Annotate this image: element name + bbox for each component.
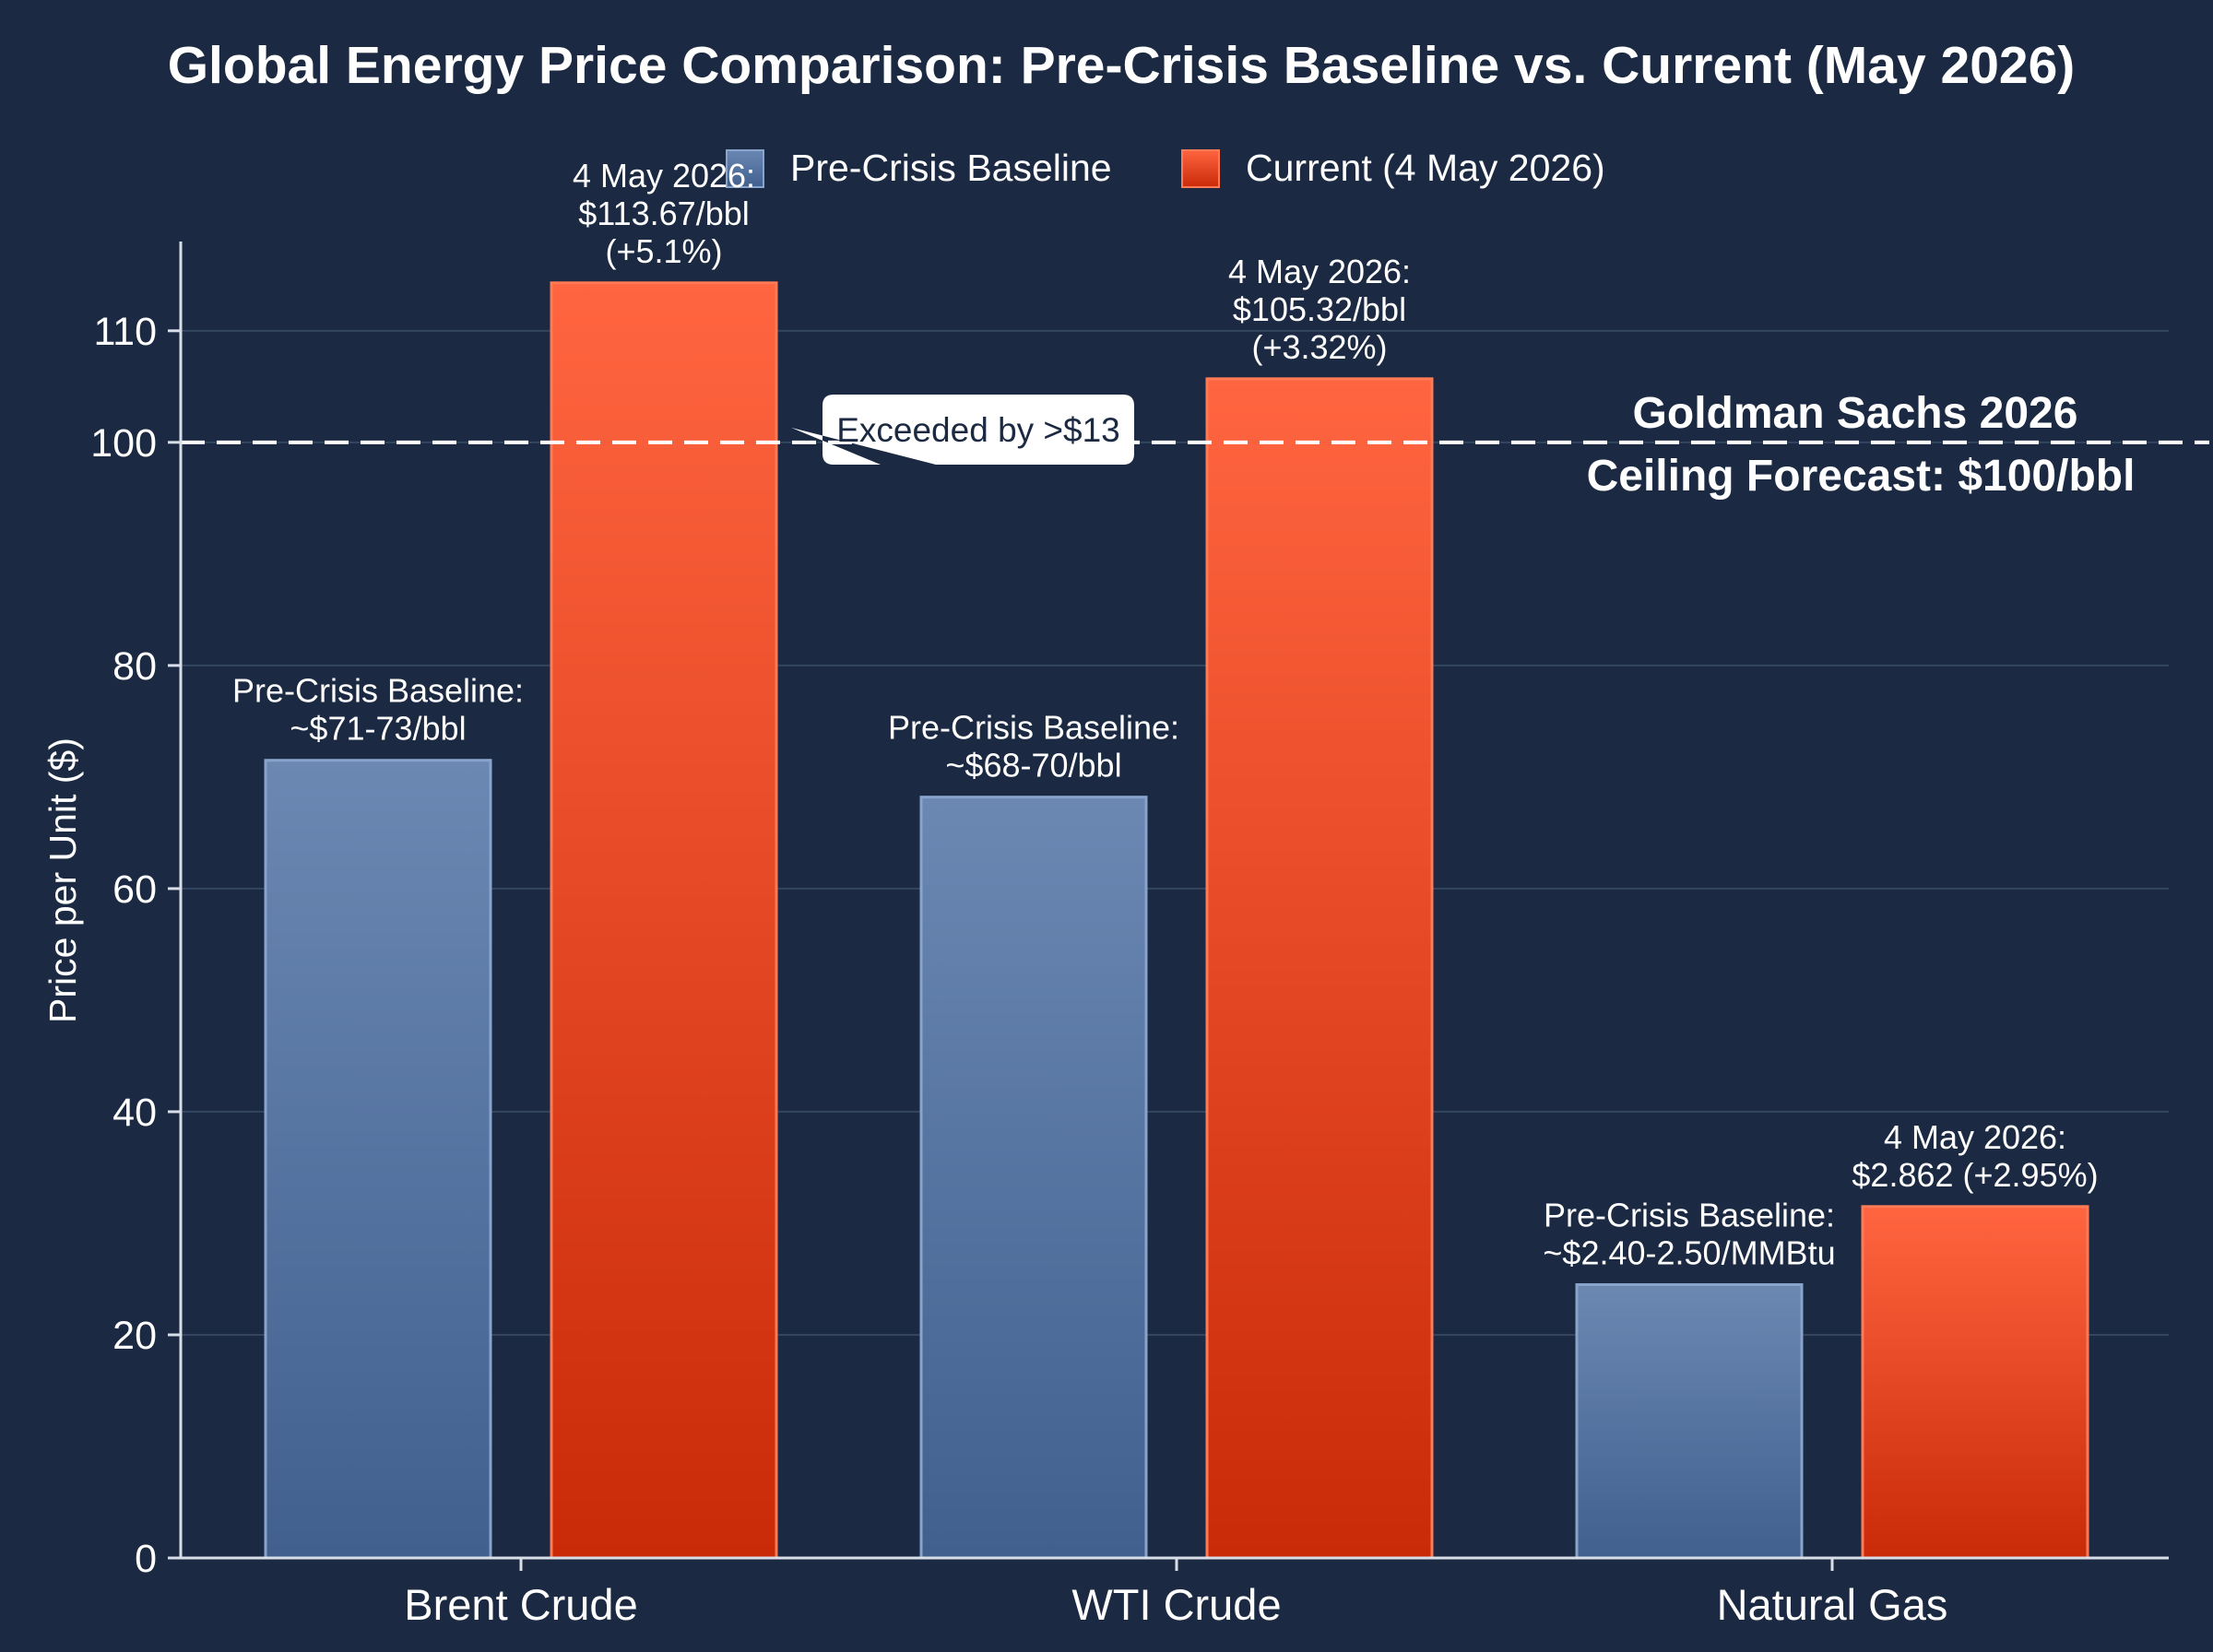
reference-line-label-line1: Goldman Sachs 2026 — [1633, 389, 2078, 438]
data-label-baseline: Pre-Crisis Baseline: ~$71-73/bbl — [232, 672, 524, 748]
bar-current — [550, 281, 778, 1560]
reference-line-group: Goldman Sachs 2026 Ceiling Forecast: $10… — [181, 389, 2209, 501]
bars — [264, 281, 2089, 1560]
bar-current — [1861, 1205, 2089, 1560]
x-tick-label: Natural Gas — [1717, 1580, 1948, 1629]
x-tick-label: Brent Crude — [404, 1580, 637, 1629]
y-tick-label: 0 — [135, 1537, 157, 1581]
bar-baseline — [264, 759, 492, 1560]
bar-current — [1205, 377, 1434, 1560]
data-label-current: 4 May 2026: $105.32/bbl (+3.32%) — [1228, 253, 1411, 366]
y-tick-label: 60 — [112, 867, 157, 912]
data-label-current: 4 May 2026: $2.862 (+2.95%) — [1852, 1118, 2098, 1194]
callout: Exceeded by >$13 — [791, 395, 1134, 465]
y-tick-label: 110 — [93, 310, 157, 354]
data-label-baseline: Pre-Crisis Baseline: ~$68-70/bbl — [888, 709, 1179, 785]
legend-swatch-current — [1181, 149, 1220, 188]
callout-bubble — [791, 395, 1134, 465]
y-tick-label: 40 — [112, 1091, 157, 1135]
bar-baseline — [919, 796, 1148, 1560]
y-tick-label: 20 — [112, 1314, 157, 1358]
legend-label-current: Current (4 May 2026) — [1246, 147, 1605, 189]
data-labels: Pre-Crisis Baseline: ~$71-73/bbl 4 May 202… — [232, 157, 2099, 1272]
chart-title: Global Energy Price Comparison: Pre-Cris… — [168, 36, 2076, 95]
bar-baseline — [1575, 1283, 1804, 1560]
axes: 0 20 40 60 80 100 110 Brent Crude WTI Crude Natur… — [90, 242, 2169, 1629]
y-tick-label: 100 — [90, 421, 157, 466]
legend-swatch-baseline — [726, 149, 764, 188]
data-label-current: 4 May 2026: $113.67/bbl (+5.1%) — [573, 157, 755, 270]
y-tick-label: 80 — [112, 644, 157, 689]
y-axis-label: Price per Unit ($) — [41, 738, 84, 1023]
reference-line-label-line2: Ceiling Forecast: $100/bbl — [1587, 452, 2136, 501]
callout-text: Exceeded by >$13 — [836, 411, 1120, 449]
legend: Pre-Crisis Baseline Current (4 May 2026) — [726, 147, 1605, 189]
x-tick-label: WTI Crude — [1071, 1580, 1281, 1629]
data-label-baseline: Pre-Crisis Baseline: ~$2.40-2.50/MMBtu — [1543, 1197, 1835, 1272]
legend-label-baseline: Pre-Crisis Baseline — [790, 147, 1112, 189]
